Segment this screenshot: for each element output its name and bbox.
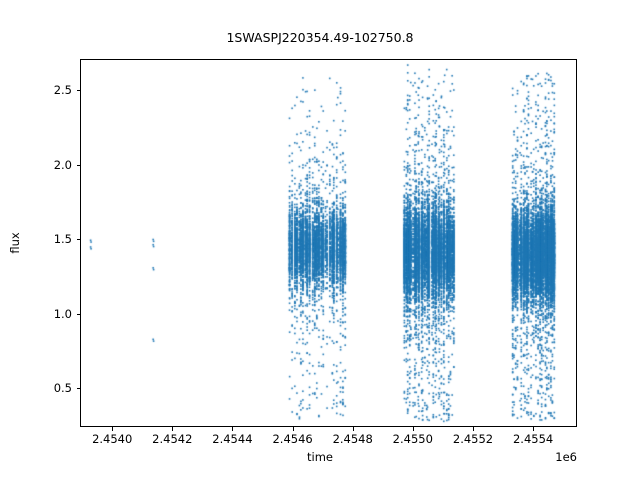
y-tick-mark	[76, 239, 80, 241]
y-tick-mark	[76, 313, 80, 315]
y-tick-mark	[76, 388, 80, 390]
y-tick-label: 1.5	[53, 232, 72, 247]
x-tick-label: 2.4546	[272, 432, 313, 446]
x-tick-label: 2.4552	[452, 432, 494, 446]
x-tick-mark	[112, 427, 114, 431]
y-tick-label: 2.5	[53, 83, 72, 98]
x-tick-label: 2.4540	[92, 432, 133, 446]
y-axis-label: flux	[8, 232, 22, 254]
y-tick-label: 2.0	[53, 157, 72, 172]
y-tick-label: 1.0	[53, 306, 72, 321]
y-tick-mark	[76, 164, 80, 166]
x-tick-label: 2.4542	[152, 432, 193, 446]
x-axis-label: time	[307, 450, 333, 464]
x-tick-mark	[352, 427, 354, 431]
scatter-plot-canvas	[81, 60, 576, 426]
x-tick-mark	[473, 427, 474, 431]
x-tick-label: 2.4550	[392, 432, 433, 446]
y-tick-mark	[76, 90, 80, 92]
x-tick-mark	[292, 427, 294, 431]
x-tick-mark	[412, 427, 414, 431]
x-tick-mark	[232, 427, 234, 431]
x-tick-mark	[172, 427, 174, 431]
plot-axes	[80, 59, 577, 427]
page-title: 1SWASPJ220354.49-102750.8	[226, 30, 414, 45]
x-tick-label: 2.4554	[512, 432, 554, 446]
x-tick-label: 2.4548	[332, 432, 373, 446]
x-tick-mark	[533, 427, 535, 431]
y-tick-label: 0.5	[53, 381, 72, 396]
x-axis-offset-label: 1e6	[555, 450, 577, 464]
x-tick-label: 2.4544	[212, 432, 253, 446]
